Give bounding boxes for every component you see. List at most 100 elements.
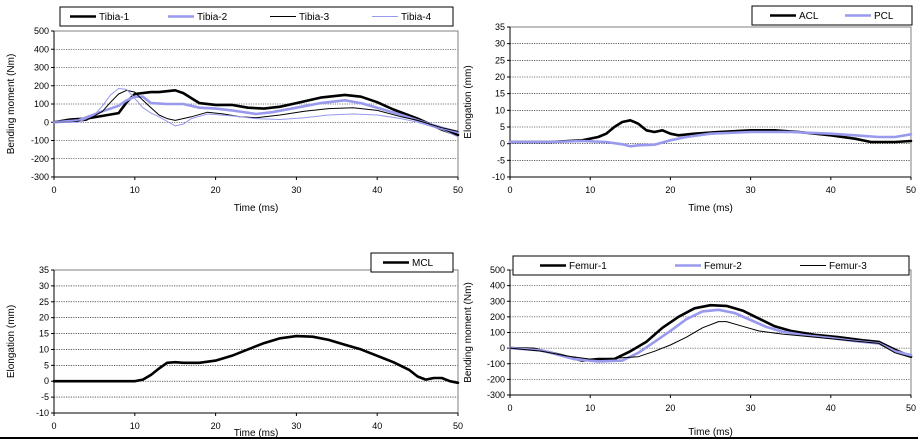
y-tick-label: 0 <box>44 117 49 127</box>
x-tick-label: 10 <box>585 185 595 195</box>
legend-label: Femur-1 <box>569 261 607 272</box>
y-axis-label: Bending moment (Nm) <box>6 54 17 155</box>
series-line-femur-3 <box>509 321 912 360</box>
y-tick-label: -10 <box>36 408 49 418</box>
y-tick-label: 30 <box>39 281 49 291</box>
y-tick-label: -300 <box>487 390 505 400</box>
y-tick-label: 500 <box>490 265 505 275</box>
x-tick-label: 0 <box>507 403 512 413</box>
x-tick-label: 40 <box>372 185 382 195</box>
y-tick-label: -200 <box>31 154 49 164</box>
bottom-rule <box>0 437 918 439</box>
y-axis-label: Elongation (mm) <box>463 65 474 138</box>
legend: ACL PCL <box>751 5 913 26</box>
legend-label: Femur-3 <box>829 261 867 272</box>
y-tick-label: 400 <box>34 44 49 54</box>
y-tick-label: -100 <box>31 136 49 146</box>
y-tick-label: 25 <box>495 55 505 65</box>
legend-box <box>59 6 454 27</box>
y-tick-label: -5 <box>497 155 505 165</box>
plot-frame <box>53 269 459 414</box>
x-tick-label: 20 <box>665 403 675 413</box>
y-tick-label: 25 <box>39 297 49 307</box>
series-line-tibia-3 <box>53 89 459 132</box>
legend-label: Tibia-4 <box>401 12 432 23</box>
y-tick-label: 10 <box>495 105 505 115</box>
x-axis-label: Time (ms) <box>688 427 733 438</box>
x-tick-label: 50 <box>906 403 916 413</box>
y-tick-label: -5 <box>41 392 49 402</box>
y-axis-label: Elongation (mm) <box>6 305 17 378</box>
x-axis-label: Time (ms) <box>234 203 279 214</box>
x-tick-label: 10 <box>130 421 140 431</box>
legend-box <box>512 255 910 276</box>
x-tick-label: 10 <box>130 185 140 195</box>
legend-label: ACL <box>799 11 819 22</box>
y-tick-label: 200 <box>490 312 505 322</box>
chart-1: -300 -200 -100 0 100 200 300 400 500 0 10 20 30 40 50 T… <box>6 6 463 214</box>
legend: Femur-1 Femur-2 Femur-3 <box>512 255 910 276</box>
y-tick-label: -200 <box>487 374 505 384</box>
x-tick-label: 50 <box>906 185 916 195</box>
y-tick-label: -300 <box>31 172 49 182</box>
legend-box <box>751 5 913 26</box>
series-line-tibia-4 <box>53 88 459 138</box>
series-line-tibia-1 <box>52 89 460 137</box>
legend-label: Tibia-3 <box>299 12 330 23</box>
y-tick-label: 10 <box>39 344 49 354</box>
y-tick-label: -100 <box>487 359 505 369</box>
x-tick-label: 50 <box>453 185 463 195</box>
y-tick-label: 5 <box>500 122 505 132</box>
x-tick-label: 20 <box>211 421 221 431</box>
legend-label: Tibia-2 <box>197 12 228 23</box>
series-line-tibia-2 <box>52 95 460 134</box>
chart-2: -10 -5 0 5 10 15 20 25 30 35 0 10 20 30 40 50 Time (ms) E… <box>463 5 916 214</box>
y-tick-label: 0 <box>500 343 505 353</box>
y-tick-label: 15 <box>39 329 49 339</box>
y-tick-label: 0 <box>500 139 505 149</box>
x-tick-label: 40 <box>372 421 382 431</box>
x-tick-label: 0 <box>507 185 512 195</box>
y-tick-label: 15 <box>495 89 505 99</box>
x-tick-label: 20 <box>211 185 221 195</box>
legend: Tibia-1 Tibia-2 Tibia-3 Tibia-4 <box>59 6 454 27</box>
y-tick-label: 20 <box>39 313 49 323</box>
y-axis-label: Bending moment (Nm) <box>463 282 474 383</box>
x-tick-label: 30 <box>291 185 301 195</box>
y-tick-label: 0 <box>44 376 49 386</box>
series-line-femur-2 <box>508 308 913 363</box>
y-tick-label: 200 <box>34 81 49 91</box>
y-tick-label: 100 <box>34 99 49 109</box>
y-tick-label: 20 <box>495 72 505 82</box>
x-tick-label: 40 <box>826 403 836 413</box>
x-tick-label: 20 <box>665 185 675 195</box>
y-tick-label: 300 <box>34 63 49 73</box>
legend-box <box>370 252 454 273</box>
x-tick-label: 0 <box>51 185 56 195</box>
y-tick-label: 100 <box>490 328 505 338</box>
y-tick-label: 30 <box>495 39 505 49</box>
legend: MCL <box>370 252 454 273</box>
x-tick-label: 0 <box>51 421 56 431</box>
y-tick-label: 35 <box>39 265 49 275</box>
series-line-acl <box>508 119 913 144</box>
series-line-pcl <box>508 130 913 148</box>
x-tick-label: 30 <box>746 403 756 413</box>
y-tick-label: -10 <box>492 172 505 182</box>
x-tick-label: 10 <box>585 403 595 413</box>
x-axis-label: Time (ms) <box>688 203 733 214</box>
x-tick-label: 50 <box>453 421 463 431</box>
series-line-mcl <box>52 334 460 385</box>
y-tick-label: 300 <box>490 296 505 306</box>
x-axis-label: Time (ms) <box>234 428 279 439</box>
legend-label: Femur-2 <box>704 261 742 272</box>
x-tick-label: 30 <box>291 421 301 431</box>
x-tick-label: 40 <box>826 185 836 195</box>
legend-label: MCL <box>412 258 434 269</box>
y-tick-label: 5 <box>44 360 49 370</box>
y-tick-label: 500 <box>34 26 49 36</box>
y-tick-label: 35 <box>495 22 505 32</box>
x-tick-label: 30 <box>746 185 756 195</box>
y-tick-label: 400 <box>490 281 505 291</box>
